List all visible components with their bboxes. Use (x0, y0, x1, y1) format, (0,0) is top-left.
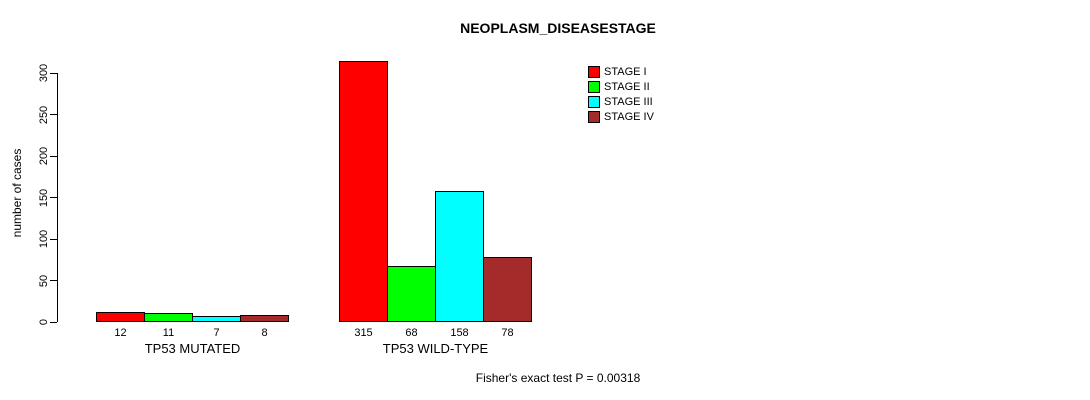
legend-swatch-stage-iv (588, 111, 600, 123)
bar-value-label: 315 (354, 327, 373, 339)
bar-value-label: 78 (501, 327, 514, 339)
bar-value-label: 8 (261, 327, 268, 339)
y-axis-tick-label: 250 (38, 105, 50, 124)
y-axis-tick-label: 100 (38, 229, 50, 249)
legend-swatch-stage-i (588, 66, 600, 78)
legend-label: STAGE II (604, 81, 650, 93)
bar-stage-i-tp53-wild-type (339, 61, 388, 322)
bar-stage-ii-tp53-wild-type (387, 266, 436, 322)
y-axis-tick (50, 197, 57, 198)
legend-item-stage-i: STAGE I (588, 66, 654, 78)
bar-stage-ii-tp53-mutated (144, 313, 193, 322)
legend-item-stage-ii: STAGE II (588, 81, 654, 93)
y-axis-tick (50, 72, 57, 74)
y-axis-label: number of cases (10, 148, 24, 238)
y-axis-tick-label: 0 (38, 318, 50, 326)
bar-stage-i-tp53-mutated (96, 312, 145, 322)
group-label-tp53-mutated: TP53 MUTATED (144, 341, 241, 356)
y-axis-tick (50, 321, 57, 323)
legend-item-stage-iii: STAGE III (588, 96, 654, 108)
legend-item-stage-iv: STAGE IV (588, 111, 654, 123)
bar-stage-iii-tp53-mutated (192, 316, 241, 322)
y-axis-tick-label: 150 (38, 188, 50, 207)
y-axis-tick (50, 114, 57, 115)
bar-stage-iv-tp53-wild-type (483, 257, 532, 322)
y-axis-tick (50, 155, 57, 157)
y-axis-tick (50, 280, 57, 281)
bar-value-label: 7 (213, 327, 220, 339)
y-axis-tick (50, 238, 57, 240)
y-axis-tick-label: 200 (38, 146, 50, 166)
bar-value-label: 12 (114, 327, 127, 339)
y-axis-line (57, 73, 58, 322)
y-axis-tick-label: 50 (38, 274, 50, 287)
bar-value-label: 158 (450, 327, 469, 339)
bar-value-label: 68 (405, 327, 418, 339)
y-axis-tick-label: 300 (38, 63, 50, 83)
legend-label: STAGE IV (604, 111, 654, 123)
legend-label: STAGE I (604, 66, 647, 78)
chart-title: NEOPLASM_DISEASESTAGE (460, 20, 656, 36)
legend-swatch-stage-iii (588, 96, 600, 108)
footnote-text: Fisher's exact test P = 0.00318 (475, 371, 641, 385)
legend-swatch-stage-ii (588, 81, 600, 93)
legend-label: STAGE III (604, 96, 653, 108)
bar-stage-iv-tp53-mutated (240, 315, 289, 322)
legend: STAGE I STAGE II STAGE III STAGE IV (588, 66, 654, 126)
bar-value-label: 11 (162, 327, 175, 339)
bar-stage-iii-tp53-wild-type (435, 191, 484, 322)
group-label-tp53-wild-type: TP53 WILD-TYPE (382, 341, 489, 356)
